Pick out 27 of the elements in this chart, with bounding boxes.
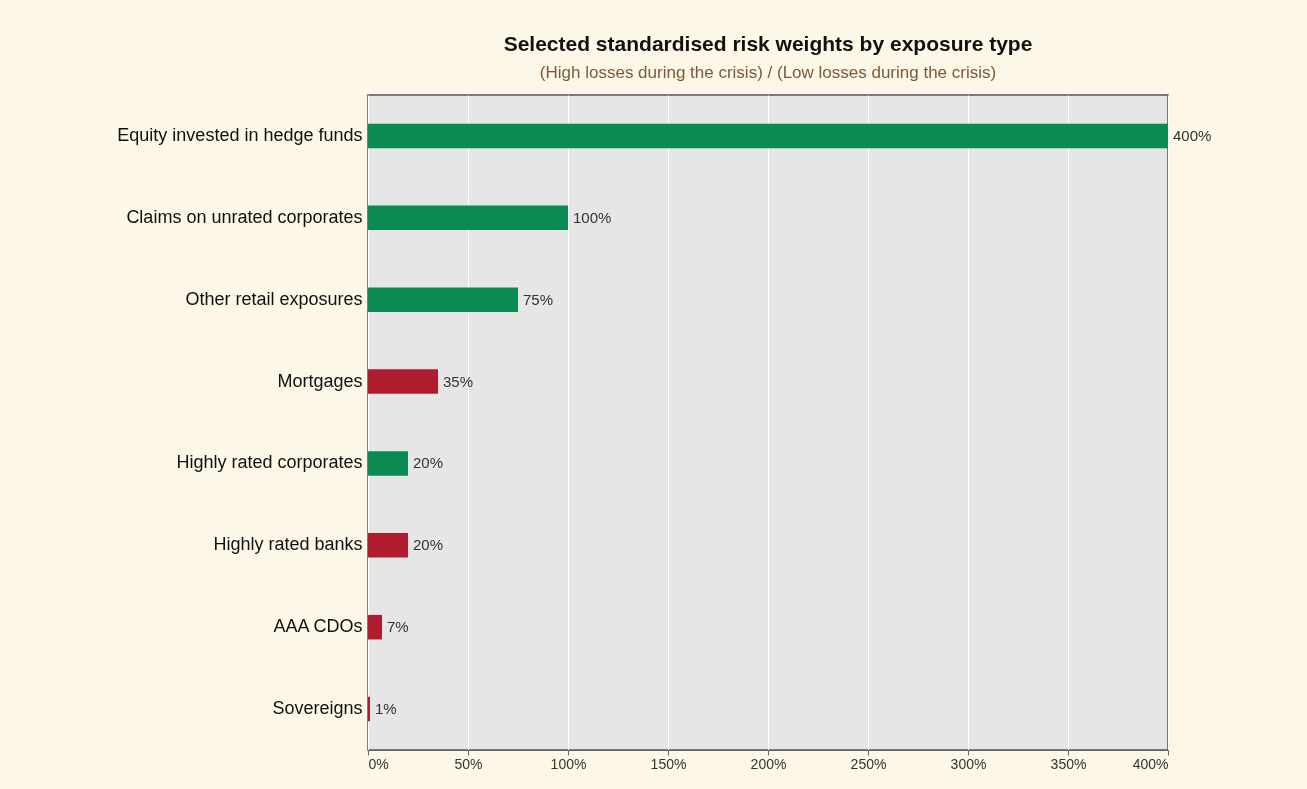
x-tick-label: 50% (454, 755, 483, 772)
y-tick-label: Mortgages (277, 370, 363, 391)
y-tick-label: Highly rated corporates (176, 452, 363, 473)
data-label: 400% (1173, 126, 1212, 144)
y-tick-label: Claims on unrated corporates (126, 206, 363, 227)
data-label: 7% (387, 618, 409, 636)
chart-title: Selected standardised risk weights by exposure type (503, 32, 1033, 55)
y-tick-label: Highly rated banks (213, 534, 363, 555)
x-tick-label: 250% (850, 755, 887, 772)
data-label: 100% (573, 208, 612, 226)
data-label: 75% (523, 290, 554, 308)
data-label: 1% (375, 700, 397, 718)
y-tick-label: Equity invested in hedge funds (117, 124, 363, 145)
x-tick-label: 0% (368, 755, 389, 772)
x-tick-label: 200% (750, 755, 787, 772)
data-label: 35% (443, 372, 474, 390)
x-tick-label: 100% (550, 755, 587, 772)
x-tick-label: 400% (1132, 755, 1169, 772)
x-tick-label: 300% (950, 755, 987, 772)
data-label: 20% (413, 454, 444, 472)
y-tick-label: AAA CDOs (273, 616, 363, 637)
y-tick-label: Other retail exposures (185, 288, 363, 309)
data-label: 20% (413, 536, 444, 554)
y-tick-label: Sovereigns (272, 698, 363, 719)
chart-subtitle: (High losses during the crisis) / (Low losses during the crisis) (539, 63, 997, 82)
x-tick-label: 150% (650, 755, 687, 772)
x-tick-label: 350% (1050, 755, 1087, 772)
